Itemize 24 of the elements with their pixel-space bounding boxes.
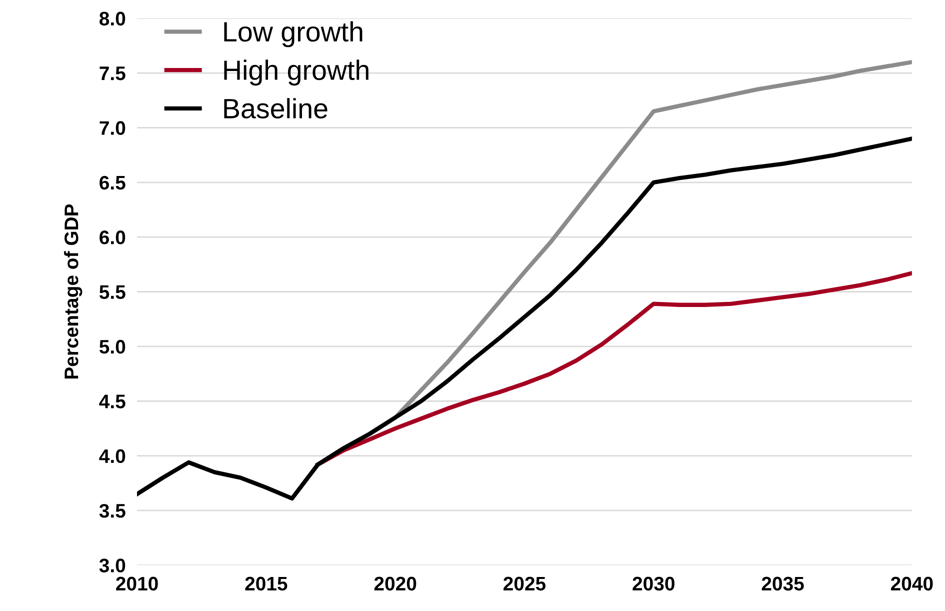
y-tick-label: 5.0 xyxy=(99,340,126,354)
y-tick-label: 5.5 xyxy=(99,285,126,299)
x-tick-label: 2015 xyxy=(245,576,288,591)
x-tick-label: 2010 xyxy=(116,576,158,591)
y-tick-label: 4.0 xyxy=(99,449,126,464)
line-series xyxy=(137,136,912,501)
legend-label: High growth xyxy=(224,60,368,86)
x-tick-label: 2035 xyxy=(762,576,804,591)
y-tick-label: 6.0 xyxy=(100,230,126,244)
legend-label: Low growth xyxy=(224,21,362,48)
y-tick-label: 4.5 xyxy=(99,394,126,408)
y-tick-label: 3.5 xyxy=(99,504,126,518)
y-tick-label: 8.0 xyxy=(100,12,126,26)
y-axis-title: Percentage of GDP xyxy=(64,204,82,379)
x-tick-label: 2025 xyxy=(504,576,546,591)
line-series xyxy=(316,271,912,467)
x-tick-label: 2020 xyxy=(374,576,416,591)
x-tick-label: 2030 xyxy=(632,576,674,591)
y-tick-label: 7.0 xyxy=(100,121,126,135)
y-tick-label: 6.5 xyxy=(100,176,126,190)
y-tick-label: 7.5 xyxy=(100,66,126,80)
legend-label: Baseline xyxy=(224,98,328,118)
x-tick-label: 2040 xyxy=(890,576,933,591)
y-tick-label: 3.0 xyxy=(99,558,126,572)
